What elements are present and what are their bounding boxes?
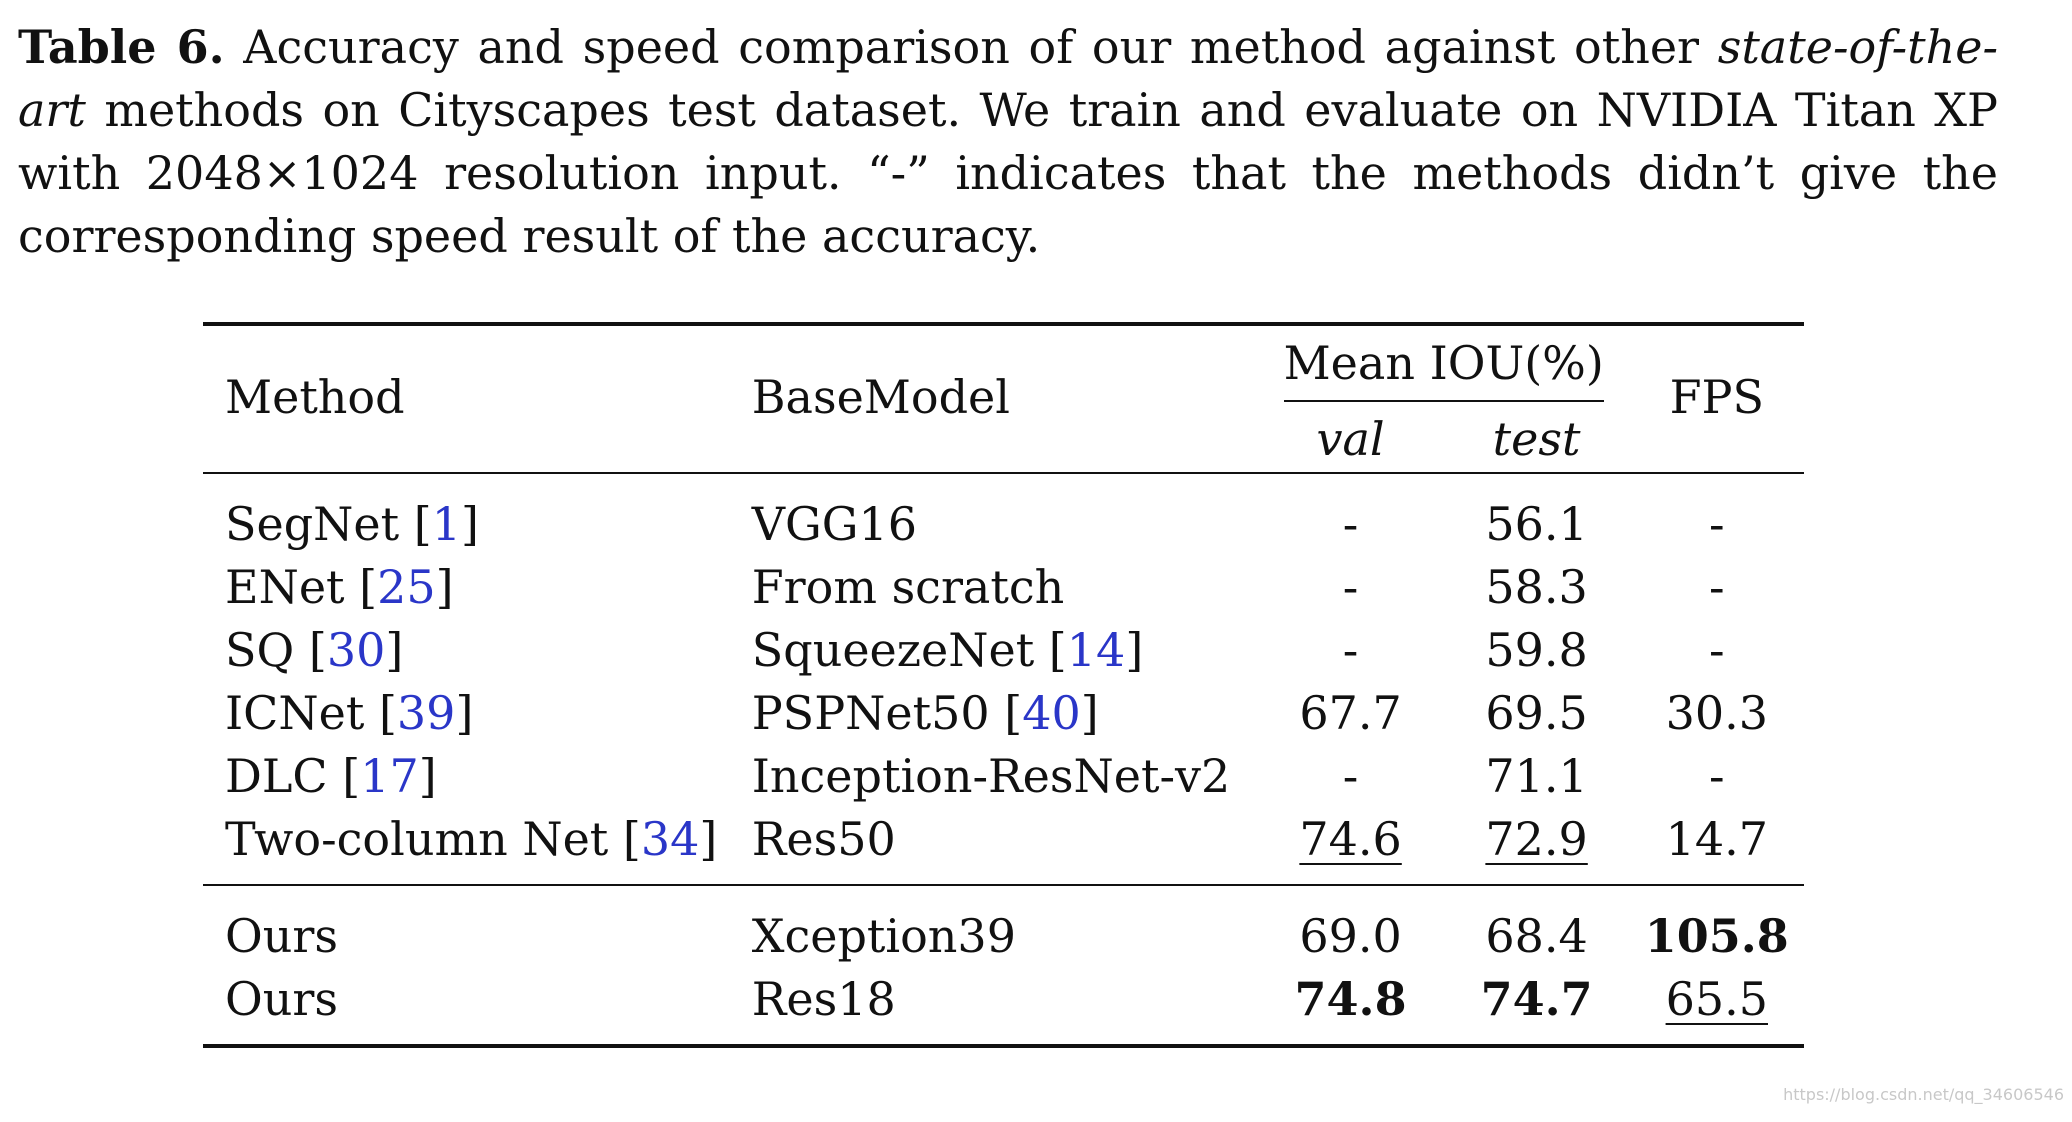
- basemodel-name: PSPNet50: [751, 685, 990, 740]
- citation-link[interactable]: 40: [1022, 685, 1081, 740]
- cell-basemodel: SqueezeNet [14]: [751, 622, 1144, 677]
- header-val: val: [1316, 412, 1385, 466]
- cell-method: Two-column Net [34]: [225, 811, 718, 866]
- table-row: ICNet [39] PSPNet50 [40] 67.7 69.5 30.3: [203, 681, 1804, 744]
- table-row: ENet [25] From scratch - 58.3 -: [203, 555, 1804, 618]
- cell-val: -: [1342, 622, 1359, 677]
- second-best-value: 65.5: [1665, 971, 1768, 1026]
- best-value: 74.7: [1480, 971, 1593, 1026]
- cell-method: SegNet [1]: [225, 496, 479, 551]
- cell-test: 59.8: [1485, 622, 1588, 677]
- cell-fps: 105.8: [1630, 904, 1804, 967]
- cell-method: SQ [30]: [225, 622, 404, 677]
- cell-test: 58.3: [1485, 559, 1588, 614]
- cell-basemodel: Res18: [751, 971, 896, 1026]
- cell-test: 71.1: [1485, 748, 1588, 803]
- cell-fps: -: [1709, 559, 1725, 614]
- caption-text-before: Accuracy and speed comparison of our met…: [224, 20, 1718, 74]
- watermark: https://blog.csdn.net/qq_34606546: [1783, 1085, 2064, 1104]
- cell-basemodel: Inception-ResNet-v2: [751, 748, 1231, 803]
- cell-val: 74.6: [1258, 807, 1444, 870]
- header-test: test: [1492, 412, 1581, 466]
- table-row: DLC [17] Inception-ResNet-v2 - 71.1 -: [203, 744, 1804, 807]
- cell-val: 74.8: [1258, 967, 1444, 1030]
- cell-val: -: [1342, 748, 1359, 803]
- cell-method: ENet [25]: [225, 559, 454, 614]
- cell-test: 72.9: [1444, 807, 1630, 870]
- cell-basemodel: Xception39: [751, 908, 1016, 963]
- method-name: Two-column Net: [225, 811, 609, 866]
- caption-text-after: methods on Cityscapes test dataset. We t…: [18, 83, 1998, 263]
- cell-basemodel: VGG16: [751, 496, 917, 551]
- method-name: DLC: [225, 748, 328, 803]
- subheader-row: val test: [203, 406, 1804, 473]
- table-row: SegNet [1] VGG16 - 56.1 -: [203, 492, 1804, 555]
- cell-method: Ours: [225, 908, 338, 963]
- header-row: Method BaseModel Mean IOU(%) FPS: [203, 326, 1804, 420]
- cell-test: 74.7: [1444, 967, 1630, 1030]
- basemodel-name: SqueezeNet: [751, 622, 1035, 677]
- method-name: SQ: [225, 622, 295, 677]
- best-value: 74.8: [1294, 971, 1407, 1026]
- cell-test: 56.1: [1485, 496, 1588, 551]
- second-best-value: 74.6: [1299, 811, 1402, 866]
- cell-fps: 30.3: [1665, 685, 1768, 740]
- header-mean-iou: Mean IOU(%): [1283, 340, 1604, 402]
- cell-val: -: [1342, 559, 1359, 614]
- table-caption: Table 6. Accuracy and speed comparison o…: [18, 16, 1998, 268]
- citation-link[interactable]: 14: [1066, 622, 1126, 677]
- header-mean-iou-cell: Mean IOU(%): [1258, 326, 1630, 406]
- cell-basemodel: PSPNet50 [40]: [751, 685, 1099, 740]
- best-value: 105.8: [1644, 908, 1789, 963]
- header-method: Method: [225, 370, 405, 424]
- header-fps: FPS: [1669, 370, 1764, 424]
- ours-row: Ours Res18 74.8 74.7 65.5: [203, 967, 1804, 1030]
- comparison-table: Method BaseModel Mean IOU(%) FPS val tes…: [203, 322, 1804, 1050]
- cell-method: Ours: [225, 971, 338, 1026]
- table-row: SQ [30] SqueezeNet [14] - 59.8 -: [203, 618, 1804, 681]
- method-name: ICNet: [225, 685, 365, 740]
- citation-link[interactable]: 1: [431, 496, 461, 551]
- cell-fps: -: [1709, 622, 1725, 677]
- cell-fps: 14.7: [1665, 811, 1768, 866]
- cell-basemodel: From scratch: [751, 559, 1065, 614]
- cell-val: 67.7: [1299, 685, 1402, 740]
- caption-italic: state-of-the-art: [18, 20, 1998, 137]
- cell-method: ICNet [39]: [225, 685, 474, 740]
- citation-link[interactable]: 34: [640, 811, 700, 866]
- header-basemodel: BaseModel: [751, 370, 1010, 424]
- method-name: SegNet: [225, 496, 400, 551]
- caption-label: Table 6.: [18, 20, 225, 74]
- method-name: ENet: [225, 559, 345, 614]
- cell-val: -: [1342, 496, 1359, 551]
- cell-basemodel: Res50: [751, 811, 896, 866]
- cell-method: DLC [17]: [225, 748, 437, 803]
- second-best-value: 72.9: [1485, 811, 1588, 866]
- citation-link[interactable]: 17: [360, 748, 419, 803]
- citation-link[interactable]: 25: [377, 559, 436, 614]
- cell-fps: -: [1709, 496, 1725, 551]
- citation-link[interactable]: 39: [396, 685, 456, 740]
- cell-val: 69.0: [1299, 908, 1402, 963]
- cell-fps: -: [1709, 748, 1725, 803]
- table-row: Two-column Net [34] Res50 74.6 72.9 14.7: [203, 807, 1804, 870]
- cell-test: 68.4: [1485, 908, 1588, 963]
- ours-row: Ours Xception39 69.0 68.4 105.8: [203, 904, 1804, 967]
- citation-link[interactable]: 30: [326, 622, 386, 677]
- cell-test: 69.5: [1485, 685, 1588, 740]
- cell-fps: 65.5: [1630, 967, 1804, 1030]
